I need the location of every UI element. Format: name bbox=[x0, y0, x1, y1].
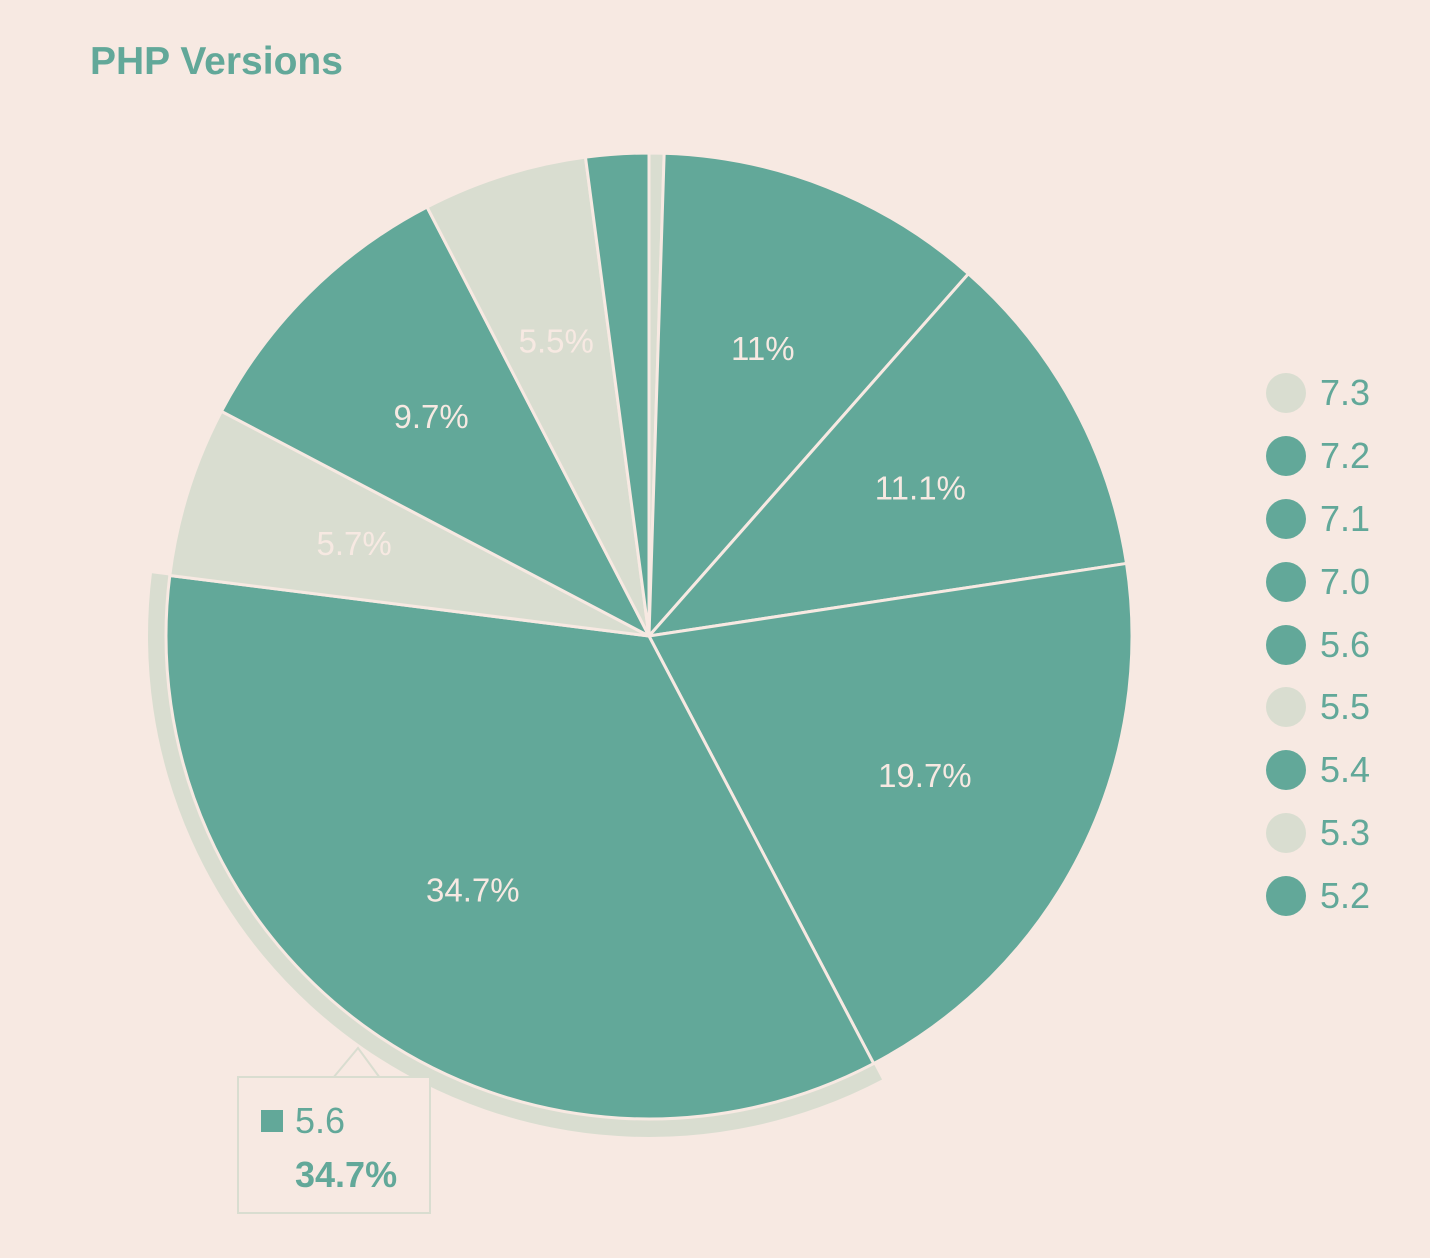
legend-label: 5.5 bbox=[1320, 686, 1371, 728]
legend-item-7-3[interactable]: 7.3 bbox=[1266, 362, 1370, 425]
pie-slice-5-4[interactable] bbox=[219, 205, 651, 638]
legend-item-7-0[interactable]: 7.0 bbox=[1266, 550, 1370, 613]
tooltip-swatch bbox=[261, 1110, 283, 1132]
slice-label-7-1: 11.1% bbox=[875, 469, 966, 506]
tooltip-series-value: 34.7% bbox=[295, 1154, 398, 1195]
legend-marker bbox=[1266, 561, 1306, 602]
legend-item-5-4[interactable]: 5.4 bbox=[1266, 739, 1370, 802]
legend-label: 7.2 bbox=[1320, 435, 1371, 477]
legend-marker bbox=[1266, 624, 1306, 665]
slice-label-7-2: 11% bbox=[731, 330, 795, 367]
tooltip-series-name: 5.6 bbox=[295, 1100, 346, 1141]
legend-marker bbox=[1266, 498, 1306, 539]
legend-marker bbox=[1266, 436, 1306, 477]
legend-label: 5.4 bbox=[1320, 749, 1371, 791]
slice-label-5-6: 34.7% bbox=[426, 872, 520, 909]
legend-marker bbox=[1266, 750, 1306, 791]
legend-item-5-5[interactable]: 5.5 bbox=[1266, 676, 1370, 739]
legend-label: 7.3 bbox=[1320, 372, 1371, 414]
tooltip: 5.6 34.7% bbox=[237, 1076, 431, 1214]
pie-slice-7-0[interactable] bbox=[647, 561, 1134, 1066]
tooltip-pointer bbox=[332, 1046, 381, 1079]
legend-marker bbox=[1266, 373, 1306, 414]
legend-item-7-2[interactable]: 7.2 bbox=[1266, 425, 1370, 488]
slice-label-5-5: 5.7% bbox=[317, 525, 392, 562]
slice-label-5-4: 9.7% bbox=[393, 398, 468, 435]
legend-item-5-6[interactable]: 5.6 bbox=[1266, 613, 1370, 676]
legend-item-5-3[interactable]: 5.3 bbox=[1266, 802, 1370, 865]
legend-item-5-2[interactable]: 5.2 bbox=[1266, 864, 1370, 927]
pie-slice-5-3[interactable] bbox=[425, 155, 651, 638]
legend: 7.3 7.2 7.1 7.0 5.6 5.5 5.4 5.3 5.2 bbox=[1266, 362, 1370, 927]
legend-item-7-1[interactable]: 7.1 bbox=[1266, 488, 1370, 551]
pie-slice-5-5[interactable] bbox=[168, 409, 651, 638]
pie-slice-7-2[interactable] bbox=[647, 151, 970, 638]
legend-marker bbox=[1266, 875, 1306, 916]
slice-label-7-0: 19.7% bbox=[878, 757, 972, 794]
pie-slice-7-1[interactable] bbox=[647, 272, 1129, 638]
slice-label-5-3: 5.5% bbox=[519, 323, 594, 360]
slices-layer bbox=[147, 151, 1134, 1137]
legend-label: 7.0 bbox=[1320, 560, 1371, 602]
legend-label: 7.1 bbox=[1320, 497, 1371, 539]
legend-label: 5.6 bbox=[1320, 623, 1371, 665]
labels-layer: 11% 11.1% 19.7% 34.7% 5.7% 9.7% 5.5% bbox=[317, 323, 972, 1079]
legend-label: 5.2 bbox=[1320, 874, 1371, 916]
pie-slice-5-6[interactable] bbox=[164, 573, 876, 1121]
legend-marker bbox=[1266, 687, 1306, 728]
chart-title: PHP Versions bbox=[90, 40, 343, 83]
pie-slice-5-2[interactable] bbox=[583, 151, 651, 638]
legend-marker bbox=[1266, 812, 1306, 853]
legend-label: 5.3 bbox=[1320, 811, 1371, 853]
